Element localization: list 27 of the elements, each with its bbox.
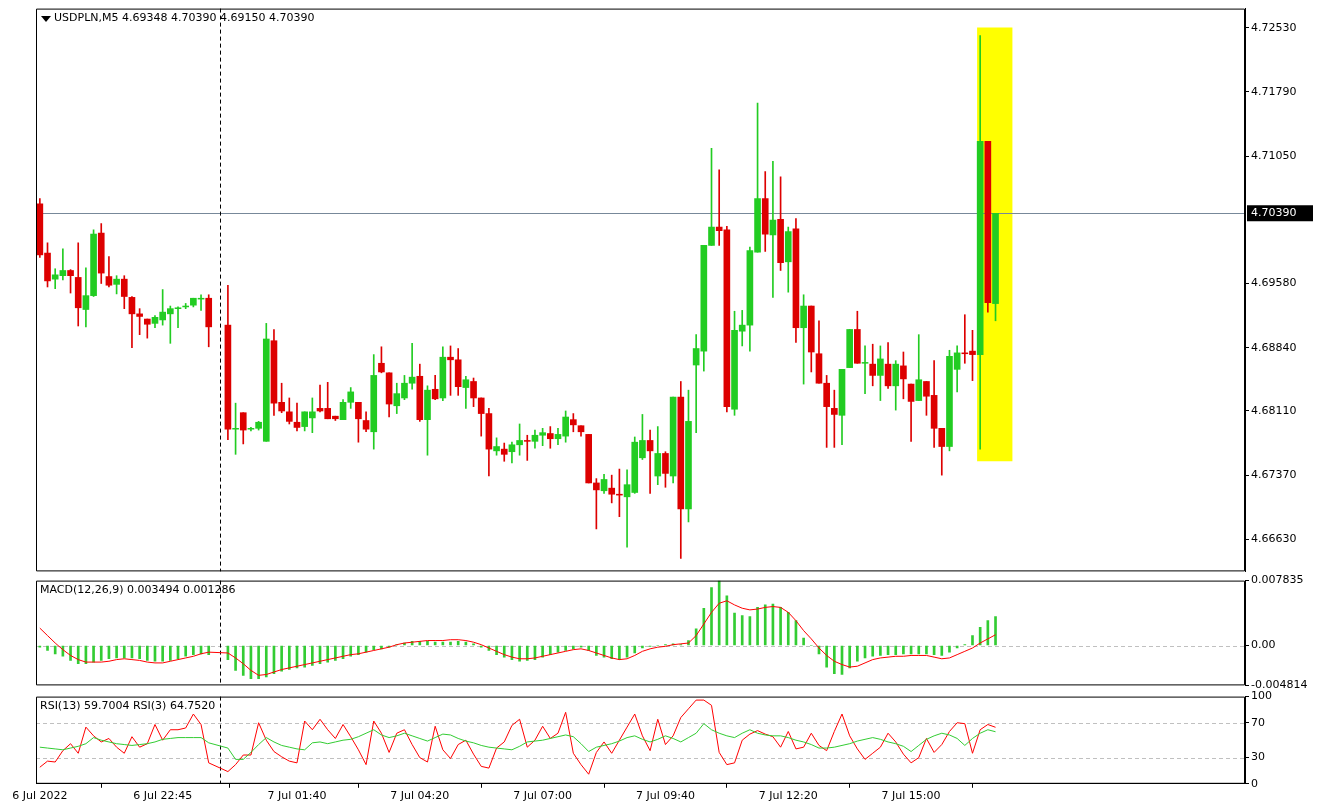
x-tick-label: 7 Jul 07:00	[513, 789, 573, 803]
x-tick-label: 6 Jul 22:45	[133, 789, 193, 803]
y-tick-label: 4.69580	[1251, 276, 1297, 290]
y-tick-label: 4.71790	[1251, 84, 1297, 98]
x-tick-label: 6 Jul 2022	[12, 789, 68, 803]
x-tick-label: 7 Jul 12:20	[758, 789, 818, 803]
x-tick-label: 7 Jul 04:20	[390, 789, 450, 803]
chart-title: USDPLN,M5 4.69348 4.70390 4.69150 4.70390	[54, 10, 315, 24]
y-tick-label: 4.71050	[1251, 148, 1297, 162]
y-tick-label: 30	[1251, 750, 1265, 764]
x-tick-label: 7 Jul 09:40	[635, 789, 695, 803]
x-tick-label: 7 Jul 01:40	[267, 789, 327, 803]
y-tick-label: 70	[1251, 715, 1265, 729]
y-tick-label: 0	[1251, 776, 1258, 790]
y-tick-label: 100	[1251, 689, 1272, 703]
chart-title: RSI(13) 59.7004 RSI(3) 64.7520	[40, 698, 216, 712]
y-tick-label: 4.67370	[1251, 468, 1297, 481]
ref-line-label: 4.70390	[1251, 206, 1297, 220]
y-tick-label: 0.007835	[1251, 573, 1304, 587]
y-tick-label: 4.72530	[1251, 20, 1297, 34]
y-tick-label: -0.004814	[1251, 678, 1308, 692]
chart-title: MACD(12,26,9) 0.003494 0.001286	[40, 582, 236, 596]
y-tick-label: 4.66630	[1251, 532, 1297, 546]
y-tick-label: 4.68840	[1251, 340, 1297, 354]
y-tick-label: 4.68110	[1251, 403, 1297, 417]
x-tick-label: 7 Jul 15:00	[881, 789, 941, 803]
y-tick-label: 0.00	[1251, 638, 1276, 652]
